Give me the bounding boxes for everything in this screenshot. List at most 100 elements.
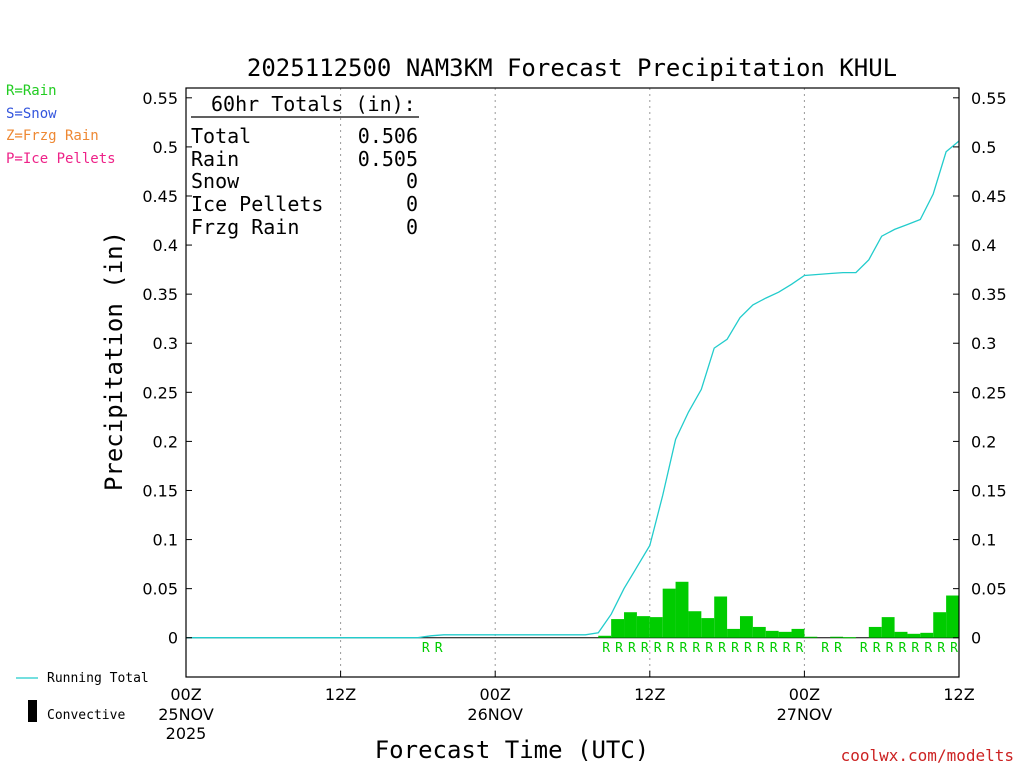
- legend-frzg-rain: Z=Frzg Rain: [6, 128, 99, 144]
- y-tick-label-left: 0.4: [153, 236, 178, 255]
- rain-type-marker: R: [770, 641, 778, 656]
- rain-bar: [636, 616, 650, 638]
- x-axis-label: Forecast Time (UTC): [375, 736, 650, 764]
- y-tick-label-left: 0.15: [142, 481, 178, 500]
- rain-type-marker: R: [641, 641, 649, 656]
- x-tick-year: 2025: [166, 724, 207, 743]
- rain-type-marker: R: [422, 641, 430, 656]
- y-tick-label-left: 0.5: [153, 138, 178, 157]
- y-tick-label-left: 0.35: [142, 285, 178, 304]
- y-tick-label-right: 0.45: [971, 187, 1007, 206]
- rain-type-marker: R: [886, 641, 894, 656]
- rain-bar: [843, 637, 856, 639]
- rain-bar: [727, 628, 740, 638]
- rain-type-marker: R: [783, 641, 791, 656]
- rain-bar: [739, 616, 753, 638]
- totals-label-snow: Snow: [191, 169, 240, 193]
- totals-label-rain: Rain: [191, 147, 239, 171]
- rain-type-marker: R: [821, 641, 829, 656]
- rain-bars: [598, 581, 959, 639]
- rain-type-marker: R: [860, 641, 868, 656]
- totals-label-ice-pellets: Ice Pellets: [191, 192, 323, 216]
- y-tick-label-right: 0.55: [971, 89, 1007, 108]
- x-tick-label: 12Z: [634, 685, 665, 704]
- y-tick-label-right: 0.5: [971, 138, 996, 157]
- legend-convective: Convective: [47, 708, 125, 723]
- x-tick-label: 00Z: [170, 685, 201, 704]
- totals-value-total: 0.506: [358, 124, 418, 148]
- rain-bar: [881, 617, 895, 638]
- totals-value-ice-pellets: 0: [406, 192, 418, 216]
- rain-type-marker: R: [744, 641, 752, 656]
- x-tick-label: 00Z: [789, 685, 820, 704]
- rain-type-marker: R: [667, 641, 675, 656]
- legend-running-total: Running Total: [47, 671, 149, 686]
- legend-ice-pellets: P=Ice Pellets: [6, 151, 116, 167]
- rain-type-marker: R: [705, 641, 713, 656]
- credit-text: coolwx.com/modelts: [841, 746, 1014, 765]
- rain-bar: [868, 626, 882, 638]
- x-tick-label: 12Z: [943, 685, 974, 704]
- rain-bar: [662, 588, 676, 638]
- rain-bar: [920, 632, 934, 638]
- rain-bar: [907, 633, 921, 638]
- rain-bar: [624, 612, 637, 638]
- rain-type-marker: R: [692, 641, 700, 656]
- y-tick-label-left: 0.1: [153, 531, 178, 550]
- rain-bar: [933, 612, 947, 638]
- x-tick-date: 27NOV: [777, 705, 833, 724]
- totals-label-total: Total: [191, 124, 251, 148]
- totals-value-snow: 0: [406, 169, 418, 193]
- rain-type-marker: R: [899, 641, 907, 656]
- grid-lines: [186, 88, 959, 677]
- rain-bar: [675, 581, 689, 638]
- rain-type-marker: R: [435, 641, 443, 656]
- rain-bar: [778, 631, 792, 638]
- axes: 0.55 0.55 0.5 0.5 0.45 0.45 0.4 0.4 0.35 0.35 0.3 0…: [142, 87, 1007, 743]
- rain-bar: [611, 619, 625, 638]
- x-tick-date: 25NOV: [158, 705, 214, 724]
- legend-rain: R=Rain: [6, 83, 57, 99]
- rain-bar: [701, 618, 715, 638]
- legend-snow: S=Snow: [6, 106, 57, 122]
- x-tick-date: 26NOV: [467, 705, 523, 724]
- y-tick-label-left: 0.45: [142, 187, 178, 206]
- rain-bar: [765, 630, 779, 638]
- rain-type-marker: R: [718, 641, 726, 656]
- rain-bar: [894, 631, 908, 638]
- y-tick-label-right: 0.05: [971, 580, 1007, 599]
- rain-bar: [752, 626, 766, 638]
- x-tick-label: 12Z: [325, 685, 356, 704]
- rain-bar: [598, 635, 612, 638]
- y-tick-label-right: 0.25: [971, 383, 1007, 402]
- totals-box: 60hr Totals (in): Total 0.506 Rain 0.505…: [191, 92, 419, 239]
- y-tick-label-right: 0.35: [971, 285, 1007, 304]
- y-tick-label-left: 0.3: [153, 334, 178, 353]
- totals-value-frzg-rain: 0: [406, 215, 418, 239]
- plot-frame: [185, 87, 960, 678]
- totals-value-rain: 0.505: [358, 147, 418, 171]
- rain-bar: [688, 611, 702, 638]
- rain-bar: [714, 596, 728, 638]
- rain-type-marker: R: [602, 641, 610, 656]
- rain-type-marker: R: [680, 641, 688, 656]
- y-tick-label-right: 0.15: [971, 481, 1007, 500]
- y-tick-label-left: 0.05: [142, 580, 178, 599]
- rain-type-marker: R: [795, 641, 803, 656]
- y-tick-label-right: 0.4: [971, 236, 996, 255]
- y-tick-label-right: 0.1: [971, 531, 996, 550]
- rain-type-marker: R: [937, 641, 945, 656]
- rain-type-marker: R: [628, 641, 636, 656]
- convective-swatch: [28, 700, 37, 722]
- line-legend: Running Total Convective: [16, 671, 149, 723]
- ptype-legend: R=Rain S=Snow Z=Frzg Rain P=Ice Pellets: [6, 83, 116, 167]
- rain-type-marker: R: [757, 641, 765, 656]
- rain-type-marker: R: [924, 641, 932, 656]
- rain-bar: [791, 628, 805, 638]
- y-tick-label-left: 0.25: [142, 383, 178, 402]
- rain-type-marker: R: [834, 641, 842, 656]
- y-tick-label-left: 0.2: [153, 432, 178, 451]
- rain-type-marker: R: [950, 641, 958, 656]
